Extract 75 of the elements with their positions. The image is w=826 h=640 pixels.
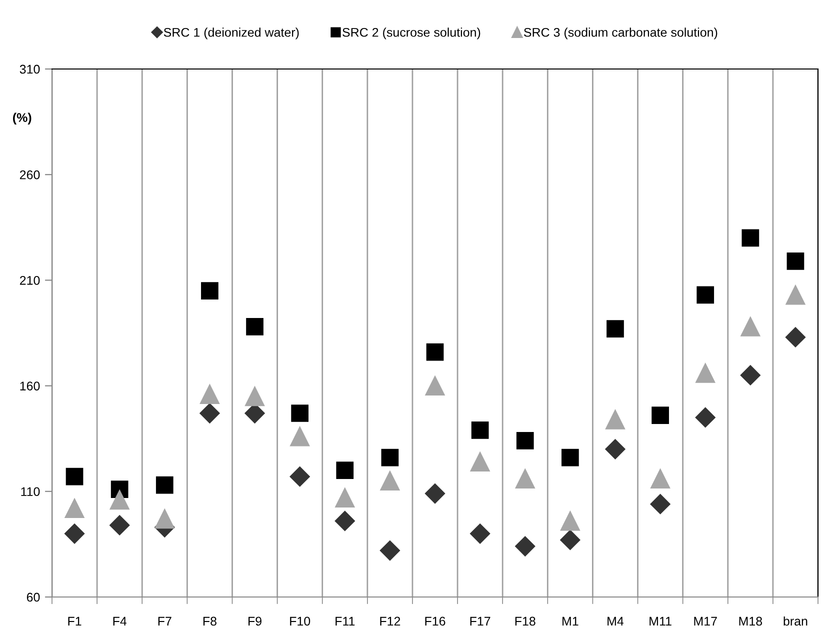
x-tick-label: M4 xyxy=(608,616,624,626)
point xyxy=(110,515,130,536)
point xyxy=(516,432,534,450)
point xyxy=(786,252,804,270)
point xyxy=(380,471,400,491)
point xyxy=(742,229,760,247)
x-tick-label: F18 xyxy=(515,616,536,626)
x-tick-label: M18 xyxy=(739,616,762,626)
point xyxy=(650,494,670,514)
x-tick-label: F17 xyxy=(470,616,490,626)
point xyxy=(381,448,399,466)
point xyxy=(64,524,85,544)
x-tick-label: F12 xyxy=(380,616,400,626)
point xyxy=(201,282,218,300)
x-tick-label: F1 xyxy=(68,616,82,626)
point xyxy=(515,469,535,488)
x-tick-label: M1 xyxy=(562,616,578,626)
x-tick-label: F8 xyxy=(203,616,216,626)
point xyxy=(200,403,220,424)
y-tick-label: 210 xyxy=(20,276,40,285)
point xyxy=(290,466,310,487)
point xyxy=(245,386,264,406)
point xyxy=(786,285,806,305)
point xyxy=(335,488,355,508)
point xyxy=(424,483,446,504)
point xyxy=(785,327,806,348)
point xyxy=(291,404,309,422)
point xyxy=(695,407,716,428)
y-tick-label: 260 xyxy=(20,170,40,180)
legend-label: SRC 1 (deionized water) xyxy=(164,28,299,40)
x-tick-label: bran xyxy=(784,616,808,626)
point xyxy=(740,316,760,336)
legend-label: SRC 2 (sucrose solution) xyxy=(342,28,480,40)
legend-label: SRC 3 (sodium carbonate solution) xyxy=(524,28,718,40)
y-tick-label: 110 xyxy=(21,487,40,496)
x-tick-label: F16 xyxy=(425,616,446,626)
point xyxy=(470,452,490,472)
point xyxy=(334,510,355,531)
point xyxy=(650,469,670,488)
point xyxy=(696,286,714,304)
x-tick-label: F9 xyxy=(248,616,262,626)
point xyxy=(696,363,716,383)
x-tick-label: M17 xyxy=(694,616,717,626)
point xyxy=(426,343,444,361)
point xyxy=(64,498,84,518)
x-tick-label: F10 xyxy=(290,616,310,626)
point xyxy=(66,468,84,486)
point xyxy=(561,448,579,466)
point xyxy=(560,530,580,550)
point xyxy=(425,376,445,396)
point xyxy=(380,540,400,561)
x-tick-label: F4 xyxy=(113,616,127,626)
point xyxy=(471,421,489,439)
x-tick-label: F7 xyxy=(158,616,172,626)
point xyxy=(290,426,310,446)
point xyxy=(156,476,174,494)
x-tick-label: M11 xyxy=(650,616,672,626)
y-tick-label: 160 xyxy=(20,382,40,390)
point xyxy=(740,365,760,386)
y-tick-label: 310 xyxy=(20,64,40,74)
point xyxy=(336,462,354,479)
point xyxy=(606,320,624,338)
point xyxy=(470,524,490,544)
point xyxy=(200,384,220,404)
point xyxy=(110,490,130,510)
point xyxy=(652,406,669,424)
point xyxy=(605,439,626,460)
y-tick-label: 60 xyxy=(26,592,40,602)
point xyxy=(154,509,174,529)
x-tick-label: F11 xyxy=(336,616,355,626)
point xyxy=(246,318,264,336)
y-axis-title: (%) xyxy=(13,112,32,124)
point xyxy=(515,536,536,556)
point xyxy=(606,410,625,430)
point xyxy=(560,511,580,531)
